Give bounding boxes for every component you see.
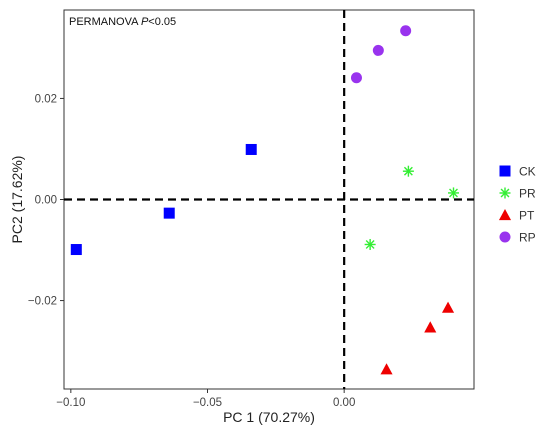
legend-label-ck: CK [519, 165, 536, 179]
legend-marker-rp [499, 231, 511, 243]
y-axis-title: PC2 (17.62%) [9, 156, 25, 244]
point-pr [402, 165, 414, 177]
legend-label-pr: PR [519, 187, 536, 201]
x-axis-title: PC 1 (70.27%) [223, 409, 315, 425]
point-rp [350, 72, 362, 84]
point-rp [372, 44, 384, 56]
point-ck [163, 207, 175, 219]
point-pt [380, 363, 393, 375]
point-pt [424, 321, 437, 333]
y-tick-label: 0.02 [35, 93, 57, 105]
legend-label-pt: PT [519, 209, 535, 223]
legend-label-rp: RP [519, 231, 536, 245]
legend-marker-ck [499, 165, 511, 177]
y-tick-label: −0.02 [28, 296, 57, 308]
point-ck [70, 244, 82, 256]
legend-marker-pt [498, 208, 512, 221]
x-tick-label: −0.10 [56, 397, 85, 409]
point-pr [448, 187, 459, 199]
point-pr [364, 238, 376, 250]
point-ck [245, 143, 257, 155]
plot-panel-border [63, 9, 475, 390]
x-tick-label: −0.05 [193, 397, 222, 409]
legend-marker-pr [499, 187, 511, 199]
point-pt [441, 301, 455, 313]
permanova-annotation: PERMANOVA P<0.05 [69, 16, 176, 28]
x-tick-label: 0.00 [333, 397, 355, 409]
point-rp [400, 25, 412, 37]
y-tick-label: 0.00 [35, 195, 57, 207]
